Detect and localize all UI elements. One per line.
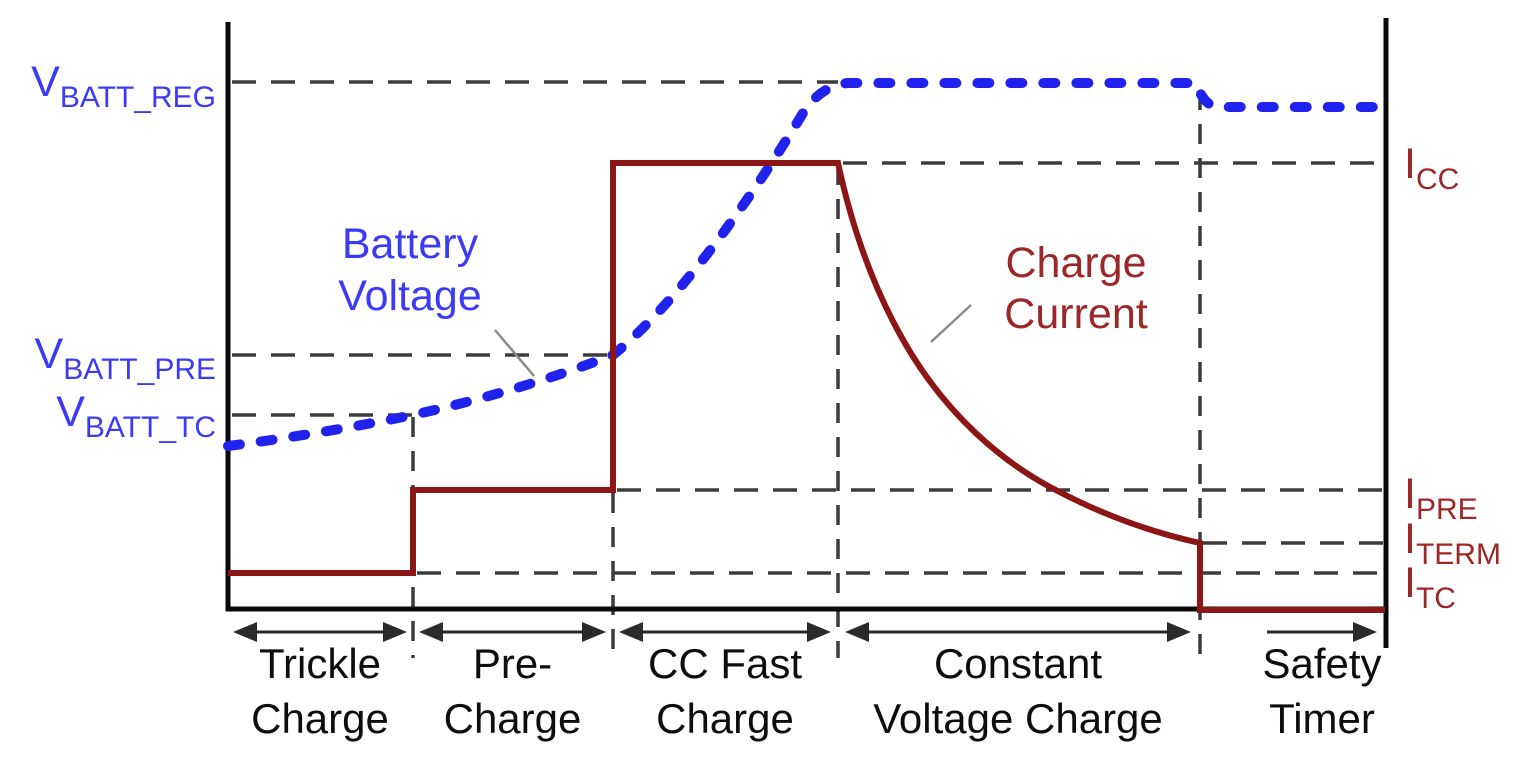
pre-charge-label-line2: Charge — [444, 695, 582, 742]
trickle-charge-label-line1: Trickle — [259, 640, 381, 687]
v-batt-tc-label: VBATT_TC — [56, 388, 216, 444]
safety-timer-label-line2: Timer — [1269, 695, 1375, 742]
pre-charge-arrowhead-left — [419, 622, 443, 642]
cc-fast-charge-arrowhead-left — [619, 622, 643, 642]
pre-charge-arrowhead-right — [582, 622, 606, 642]
battery-voltage-label-line1: Battery — [342, 220, 479, 268]
trickle-charge-label-line2: Charge — [251, 695, 389, 742]
battery-voltage-curve — [223, 78, 1390, 451]
pre-charge-label-line1: Pre- — [473, 640, 552, 687]
i-term-label: ITERM — [1404, 515, 1501, 571]
charge-current-label-line1: Charge — [1005, 239, 1146, 287]
battery-voltage-label-line2: Voltage — [338, 272, 481, 320]
i-pre-label: IPRE — [1404, 470, 1478, 526]
safety-timer-arrowhead-right — [1353, 622, 1377, 642]
charge-current-label-leader — [930, 304, 972, 343]
i-tc-label: ITC — [1404, 559, 1456, 615]
cc-fast-charge-label-line2: Charge — [656, 695, 794, 742]
constant-voltage-charge-arrowhead-right — [1167, 622, 1191, 642]
constant-voltage-charge-label-line1: Constant — [934, 640, 1102, 687]
cc-fast-charge-label-line1: CC Fast — [648, 640, 802, 687]
safety-timer-label-line1: Safety — [1262, 640, 1381, 687]
constant-voltage-charge-label-line2: Voltage Charge — [873, 695, 1163, 742]
v-batt-reg-label: VBATT_REG — [31, 58, 216, 114]
charge-current-curve — [228, 160, 1385, 613]
i-cc-label: ICC — [1404, 140, 1459, 196]
cc-fast-charge-arrowhead-right — [807, 622, 831, 642]
trickle-charge-arrowhead-left — [233, 622, 257, 642]
battery-voltage-label-leader — [494, 329, 535, 377]
charge-current-label-line2: Current — [1004, 290, 1147, 338]
constant-voltage-charge-arrowhead-left — [845, 622, 869, 642]
v-batt-pre-label: VBATT_PRE — [35, 330, 217, 386]
trickle-charge-arrowhead-right — [383, 622, 407, 642]
